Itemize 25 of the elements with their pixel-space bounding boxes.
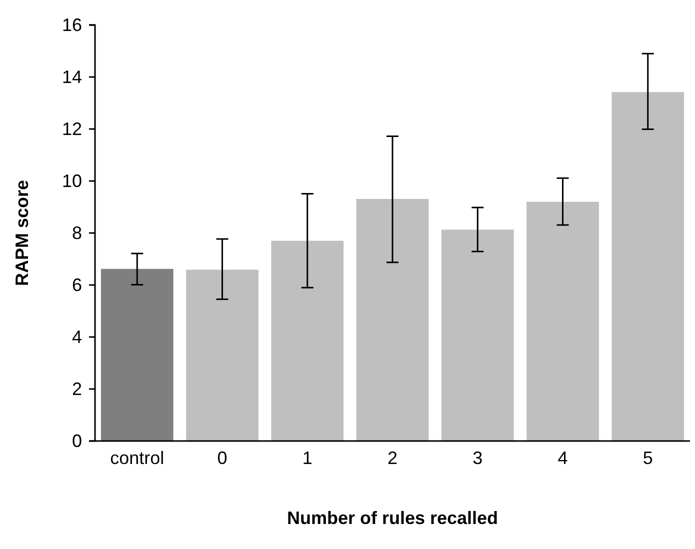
- bar: [356, 198, 429, 441]
- y-tick-label: 8: [72, 222, 82, 243]
- x-axis-title: Number of rules recalled: [286, 508, 498, 528]
- y-tick-label: 10: [62, 170, 82, 191]
- x-tick-label: 0: [217, 448, 228, 468]
- y-tick-label: 14: [62, 66, 82, 87]
- x-tick-label: 1: [302, 448, 312, 468]
- x-tick-label: 3: [472, 448, 483, 468]
- bar: [271, 240, 344, 441]
- y-tick-label: 6: [72, 274, 82, 295]
- y-axis-title: RAPM score: [12, 180, 32, 286]
- x-tick-label: 4: [558, 448, 568, 468]
- y-tick-label: 0: [72, 430, 82, 451]
- y-tick-label: 12: [62, 118, 82, 139]
- bar: [100, 268, 174, 441]
- bar: [612, 92, 684, 441]
- x-tick-label: 2: [387, 448, 398, 468]
- y-tick-label: 16: [62, 14, 82, 35]
- bar: [186, 270, 258, 441]
- x-tick-label: 5: [642, 448, 653, 468]
- bar: [526, 202, 599, 441]
- y-tick-label: 2: [72, 378, 82, 399]
- y-tick-label: 4: [72, 326, 82, 347]
- bar: [441, 230, 514, 441]
- x-tick-label: control: [110, 448, 164, 468]
